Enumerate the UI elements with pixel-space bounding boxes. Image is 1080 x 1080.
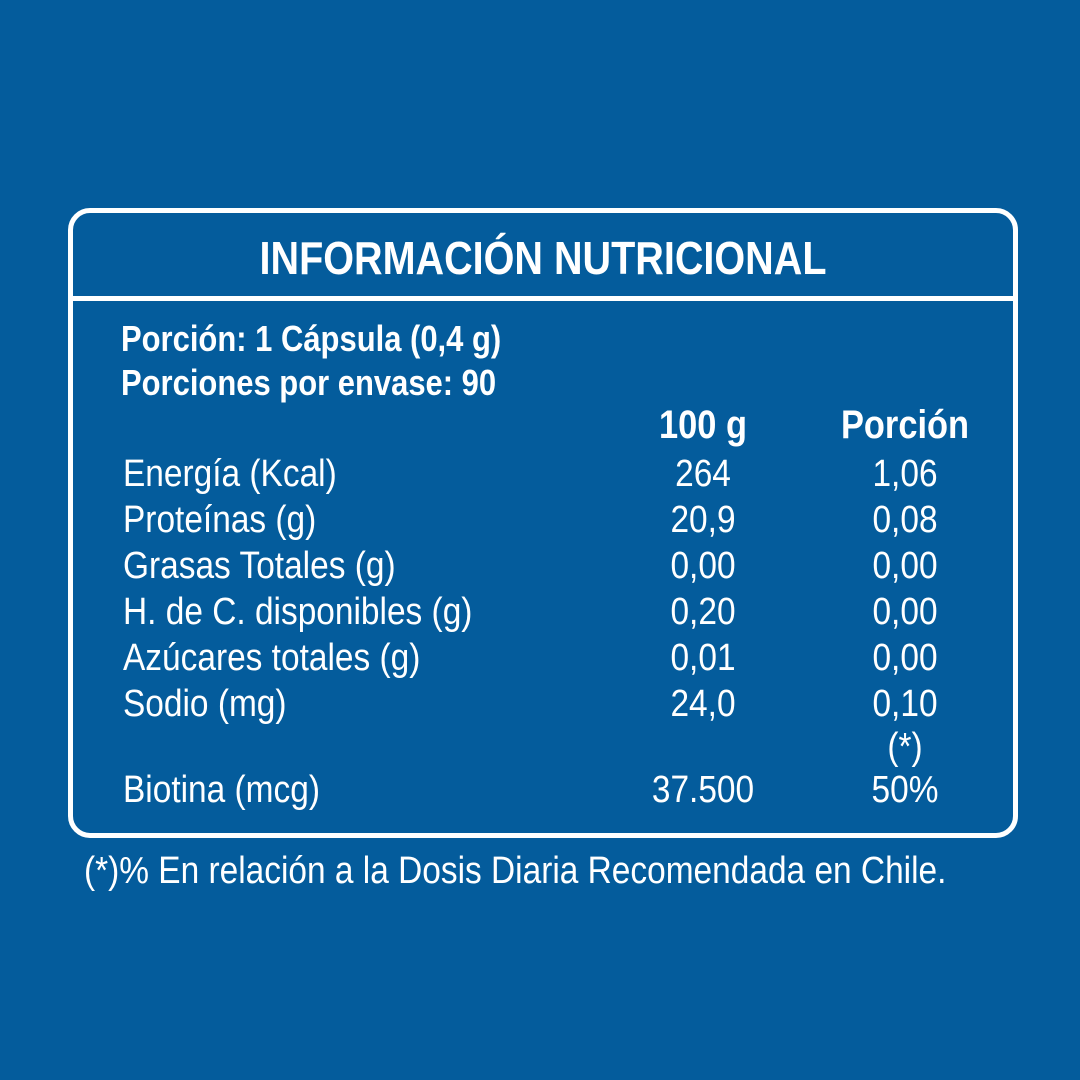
table-row: Biotina (mcg) 37.500 50%	[73, 767, 1013, 813]
value-per-serving: 0,08	[872, 499, 938, 541]
table-row: Energía (Kcal) 264 1,06	[73, 451, 1013, 497]
value-per-serving: 0,00	[872, 591, 938, 633]
table-title: INFORMACIÓN NUTRICIONAL	[259, 232, 827, 284]
column-header-serving: Porción	[840, 403, 970, 447]
table-row: Sodio (mg) 24,0 0,10	[73, 681, 1013, 727]
value-per-100g: 20,9	[670, 499, 736, 541]
table-row: Grasas Totales (g) 0,00 0,00	[73, 543, 1013, 589]
servings-per-container: Porciones por envase: 90	[121, 362, 497, 403]
value-per-serving: 0,00	[872, 637, 938, 679]
nutrient-label: Proteínas (g)	[123, 499, 317, 541]
nutrient-label: Biotina (mcg)	[123, 769, 320, 811]
nutrition-facts-panel: INFORMACIÓN NUTRICIONAL Porción: 1 Cápsu…	[68, 208, 1018, 838]
value-per-serving: 1,06	[872, 453, 938, 495]
value-per-serving: 0,00	[872, 545, 938, 587]
value-per-serving: 0,10	[872, 683, 938, 725]
value-per-100g: 0,20	[670, 591, 736, 633]
nutrient-rows: Energía (Kcal) 264 1,06 Proteínas (g) 20…	[73, 451, 1013, 813]
footnote: (*)% En relación a la Dosis Diaria Recom…	[84, 850, 947, 892]
value-per-100g: 0,01	[670, 637, 736, 679]
value-per-100g: 37.500	[651, 769, 755, 811]
table-row: H. de C. disponibles (g) 0,20 0,00	[73, 589, 1013, 635]
nutrient-label: H. de C. disponibles (g)	[123, 591, 473, 633]
serving-size: Porción: 1 Cápsula (0,4 g)	[121, 318, 502, 359]
percent-marker-row: (*)	[73, 727, 1013, 767]
nutrient-label: Grasas Totales (g)	[123, 545, 396, 587]
value-per-100g: 264	[675, 453, 731, 495]
column-header-100g: 100 g	[659, 403, 747, 447]
value-per-100g: 0,00	[670, 545, 736, 587]
nutrient-label: Energía (Kcal)	[123, 453, 337, 495]
title-bar: INFORMACIÓN NUTRICIONAL	[73, 213, 1013, 301]
value-per-serving: 50%	[871, 769, 939, 811]
nutrient-label: Sodio (mg)	[123, 683, 287, 725]
nutrient-label: Azúcares totales (g)	[123, 637, 421, 679]
percent-marker: (*)	[887, 726, 923, 768]
table-row: Proteínas (g) 20,9 0,08	[73, 497, 1013, 543]
value-per-100g: 24,0	[670, 683, 736, 725]
table-row: Azúcares totales (g) 0,01 0,00	[73, 635, 1013, 681]
